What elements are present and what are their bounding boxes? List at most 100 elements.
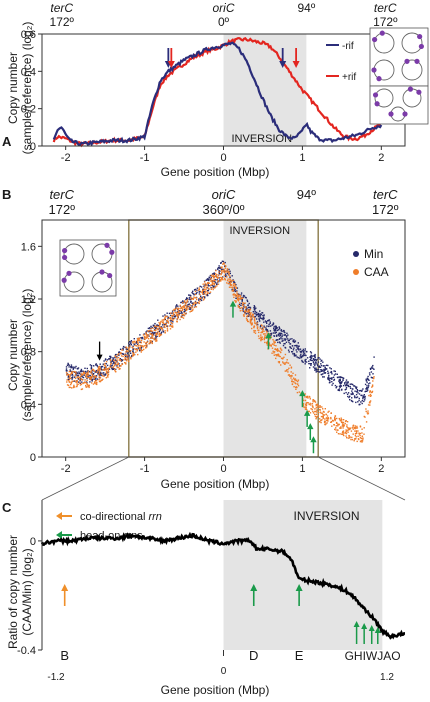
rrn-arrow-2	[265, 332, 272, 350]
top-label-0: terC	[49, 187, 74, 202]
replisome-dot	[404, 58, 410, 64]
panel-a-letter: A	[2, 134, 12, 149]
panel-b-inversion-label: INVERSION	[230, 225, 291, 237]
replisome-dot	[414, 58, 420, 64]
panel-b-axes: -2 -1 0 1 2 0 0.4 0.8 1.2 1.6	[21, 241, 385, 475]
y-tick-label: 0	[30, 141, 36, 153]
chromosome-circle-0	[63, 243, 85, 265]
legend-label-caa: CAA	[364, 265, 389, 279]
replisome-dot	[109, 249, 115, 255]
x-tick-label-right: 1.2	[380, 672, 394, 683]
top-label-1: oriC	[212, 187, 236, 202]
y-tick-label: 0.4	[21, 399, 36, 411]
panel-b-y-axis-label: Copy number	[6, 319, 20, 391]
x-tick-label: 0	[220, 152, 226, 164]
x-tick-label: -2	[61, 463, 71, 475]
replisome-dot	[99, 269, 105, 275]
top-degree-1: 360º/0º	[202, 202, 244, 217]
replisome-dot	[107, 272, 113, 279]
panel-c: C INVERSION co-directional rrn head-on r…	[2, 500, 406, 697]
panel-a-legend: -rif +rif	[326, 27, 429, 125]
panel-a-inversion-label: INVERSION	[232, 133, 293, 145]
chromosome-circle-1	[401, 32, 423, 54]
panel-b-x-axis-label: Gene position (Mbp)	[161, 477, 270, 491]
legend-label-min: Min	[364, 247, 383, 261]
panel-b-chromosome-schematics	[59, 239, 117, 297]
gene-marker-D: D	[249, 584, 258, 663]
panel-b-frame	[41, 219, 406, 458]
replisome-dot	[376, 76, 382, 82]
legend-arrow-codirectional	[56, 512, 72, 520]
x-tick-label: 0	[220, 463, 226, 475]
rrn-arrow-5	[307, 423, 314, 441]
legend-codirectional-italic: rrn	[148, 511, 161, 523]
panel-a-series	[52, 36, 383, 148]
chromosome-circle-4	[374, 88, 394, 108]
replisome-dot	[62, 254, 68, 261]
replisome-dot	[66, 270, 72, 276]
rrn-arrow-6	[310, 436, 317, 454]
legend-label-plus-rif: +rif	[342, 72, 356, 83]
x-tick-label: -1	[140, 463, 150, 475]
chromosome-circle-3	[401, 59, 423, 81]
legend-label-minus-rif: -rif	[342, 41, 354, 52]
panel-b-inversion-shade	[223, 220, 307, 457]
zoom-connector-right	[318, 456, 406, 501]
y-tick-label: -0.4	[17, 645, 36, 657]
gene-marker-E: E	[295, 584, 304, 663]
y-tick-label: 0	[30, 536, 36, 548]
y-tick-label: 0.8	[21, 347, 36, 359]
series-points-CAA	[65, 262, 375, 443]
replisome-dot	[388, 111, 394, 117]
panel-a-y-axis-label: Copy number	[6, 52, 20, 124]
panel-a-axes: -2 -1 0 1 2 0 0.2 0.4 0.6	[21, 29, 385, 164]
panel-a-x-axis-label: Gene position (Mbp)	[161, 165, 270, 179]
replisome-dot	[61, 277, 67, 283]
rrn-arrow-3	[299, 390, 306, 408]
zoom-connectors	[41, 456, 406, 501]
panel-c-axes: 0 -0.4 -1.2 1.2 0	[17, 536, 394, 683]
replisome-dot	[104, 242, 110, 248]
replisome-dot	[371, 67, 377, 73]
top-label-0: terC	[50, 1, 73, 15]
legend-arrow-headon	[56, 531, 72, 539]
gene-label-E: E	[295, 648, 304, 663]
panel-b-legend: Min CAA	[353, 247, 389, 279]
panel-c-letter: C	[2, 500, 12, 515]
y-tick-label: 0.2	[21, 104, 36, 116]
replisome-dot	[372, 92, 379, 98]
legend-label-codirectional: co-directional rrn	[80, 511, 162, 523]
zoom-connector-left	[41, 456, 129, 501]
legend-dot-min	[353, 251, 359, 257]
top-label-2: 94º	[297, 187, 316, 202]
rrn-arrow-4	[303, 409, 311, 427]
x-tick-label: 2	[378, 152, 384, 164]
y-tick-label: 0	[30, 452, 36, 464]
panel-c-series	[40, 531, 406, 640]
panel-b-letter: B	[2, 187, 11, 202]
panel-c-y-axis-label-2: (CAA/Min) (log₂)	[20, 548, 34, 635]
x-tick-label: -1	[140, 152, 150, 164]
replisome-dot	[374, 101, 380, 107]
replisome-arrow-0	[167, 48, 175, 68]
panel-a-y-axis-label-2: (sample/reference) (log₂)	[20, 22, 34, 155]
y-tick-label: 1.6	[21, 241, 36, 253]
gene-marker-GHIWJAO: GHIWJAO	[345, 621, 401, 663]
top-degree-1: 0º	[218, 15, 230, 29]
panel-b-series	[65, 260, 375, 443]
gene-label-D: D	[249, 648, 258, 663]
x-tick-label-left: -1.2	[47, 672, 65, 683]
top-degree-3: 172º	[373, 15, 398, 29]
replisome-dot	[418, 43, 424, 50]
top-label-3: terC	[373, 187, 398, 202]
panel-a-inversion-shade	[223, 34, 307, 146]
top-degree-0: 172º	[50, 15, 75, 29]
panel-a-chromosome-schematics	[369, 27, 429, 125]
y-tick-label: 0.4	[21, 66, 36, 78]
replisome-dot	[417, 33, 423, 40]
replisome-dot	[379, 30, 385, 36]
